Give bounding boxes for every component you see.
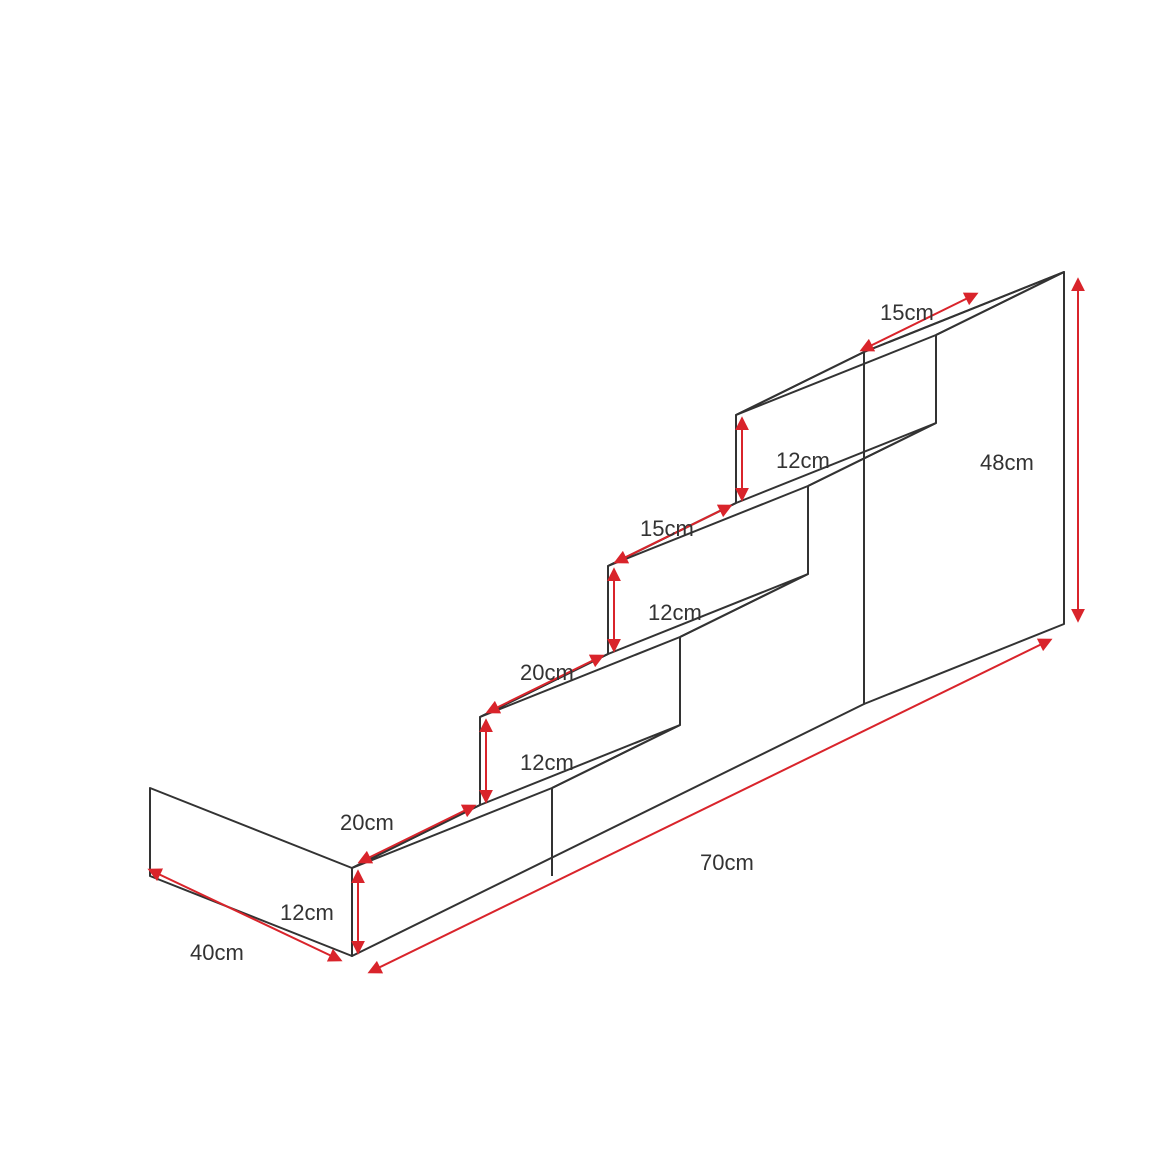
stair-outline [150, 272, 1064, 956]
step4-top [736, 272, 1064, 415]
dimension-arrows [150, 280, 1078, 972]
step2-top [480, 574, 808, 717]
dim-label-tread4-15: 15cm [880, 300, 934, 325]
step3-top [608, 423, 936, 566]
stair-dimension-diagram: 40cm 70cm 48cm 12cm 20cm 12cm 20cm 12cm 15cm 12cm… [0, 0, 1166, 1166]
front-profile [352, 352, 864, 956]
dim-label-width-40: 40cm [190, 940, 244, 965]
left-face [150, 788, 352, 956]
step1-top [352, 725, 680, 868]
dim-label-riser1-12: 12cm [280, 900, 334, 925]
right-side-face [864, 272, 1064, 704]
dim-label-tread2-20: 20cm [520, 660, 574, 685]
dim-label-riser3-12: 12cm [648, 600, 702, 625]
dim-label-tread1-20: 20cm [340, 810, 394, 835]
dimension-labels: 40cm 70cm 48cm 12cm 20cm 12cm 20cm 12cm 15cm 12cm… [190, 300, 1034, 965]
dim-label-height-48: 48cm [980, 450, 1034, 475]
dim-label-riser2-12: 12cm [520, 750, 574, 775]
dim-label-depth-70: 70cm [700, 850, 754, 875]
dim-label-riser4-12: 12cm [776, 448, 830, 473]
dim-label-tread3-15: 15cm [640, 516, 694, 541]
